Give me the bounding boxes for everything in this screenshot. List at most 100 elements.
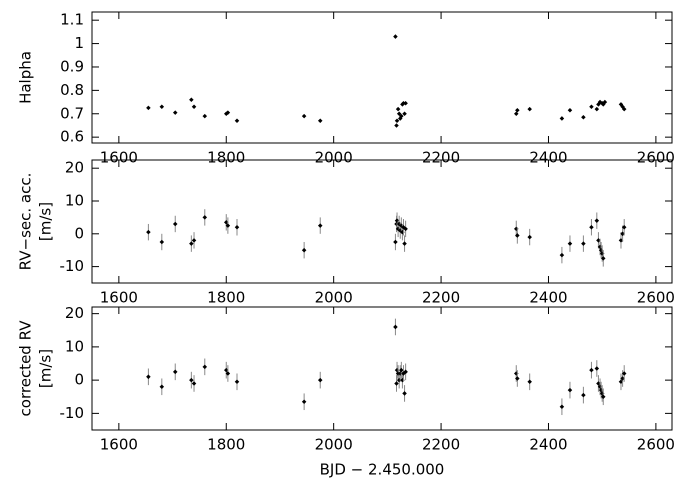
point [191, 104, 197, 110]
point [393, 239, 398, 245]
point [234, 224, 240, 230]
point [600, 256, 606, 261]
point [202, 215, 208, 220]
point [394, 381, 399, 386]
point [559, 404, 565, 409]
y-tick-label: -10 [60, 257, 85, 275]
point [402, 391, 407, 396]
point [589, 224, 594, 230]
point [191, 238, 197, 243]
point [402, 111, 407, 117]
y-axis-label: [m/s] [37, 349, 55, 388]
point [189, 97, 194, 102]
x-tick-label: 2000 [315, 149, 353, 167]
point [567, 387, 573, 393]
y-tick-label: 0 [74, 371, 84, 389]
point [527, 379, 532, 385]
point [146, 229, 151, 235]
point [559, 252, 565, 258]
point [399, 367, 404, 373]
y-axis-label: RV−sec. acc. [17, 173, 35, 271]
point [581, 241, 586, 246]
point [301, 399, 307, 405]
point [515, 233, 520, 238]
point [527, 106, 532, 112]
point [159, 384, 165, 390]
point [589, 367, 594, 373]
point [581, 392, 586, 398]
point [402, 241, 407, 246]
point [513, 226, 519, 232]
x-tick-label: 2200 [422, 436, 460, 454]
y-tick-label: 20 [65, 159, 84, 177]
point [202, 113, 208, 119]
y-tick-label: 0.8 [60, 81, 84, 99]
point [191, 381, 197, 386]
y-tick-label: 1 [74, 34, 84, 52]
y-tick-label: 1.1 [60, 11, 84, 29]
point [527, 234, 532, 240]
x-tick-label: 2600 [637, 436, 675, 454]
point [559, 116, 565, 121]
x-tick-label: 1800 [207, 289, 245, 307]
point [146, 105, 151, 111]
point [581, 115, 586, 120]
y-tick-label: 0.6 [60, 128, 84, 146]
point [400, 377, 405, 383]
y-tick-label: 0 [74, 224, 84, 242]
y-tick-label: 20 [65, 304, 84, 322]
point [513, 371, 519, 376]
point [594, 218, 600, 223]
x-tick-label: 2200 [422, 149, 460, 167]
point [395, 106, 401, 112]
x-tick-label: 2400 [529, 289, 567, 307]
x-tick-label: 1600 [100, 149, 138, 167]
point [172, 369, 178, 375]
point [594, 106, 600, 112]
point [594, 366, 600, 371]
x-tick-label: 2400 [529, 149, 567, 167]
point [515, 107, 520, 113]
plot-frame [91, 159, 673, 284]
point [159, 104, 165, 110]
y-axis-label: [m/s] [37, 202, 55, 241]
point [515, 376, 520, 381]
x-axis-label: BJD − 2.450.000 [320, 461, 445, 479]
point [172, 221, 178, 227]
point [567, 107, 573, 113]
point [172, 110, 178, 115]
point [317, 377, 323, 383]
point [317, 118, 323, 124]
point [600, 394, 606, 400]
y-axis-label: Halpha [17, 51, 35, 104]
y-axis-label: corrected RV [17, 320, 35, 417]
point [234, 118, 240, 124]
x-tick-label: 1800 [207, 436, 245, 454]
x-tick-label: 2000 [315, 436, 353, 454]
point [513, 111, 519, 117]
point [234, 379, 240, 385]
x-tick-label: 2600 [637, 149, 675, 167]
x-tick-label: 2000 [315, 289, 353, 307]
point [202, 364, 208, 370]
point [394, 118, 400, 124]
x-tick-label: 2200 [422, 289, 460, 307]
y-tick-label: 10 [65, 192, 84, 210]
point [225, 371, 231, 376]
x-tick-label: 2400 [529, 436, 567, 454]
point [589, 104, 594, 110]
plot-frame [91, 306, 673, 431]
point [567, 241, 573, 246]
point [393, 34, 398, 39]
plot-frame [91, 11, 673, 144]
point [403, 369, 408, 375]
point [317, 223, 323, 228]
y-tick-label: 10 [65, 337, 84, 355]
y-tick-label: -10 [60, 404, 85, 422]
point [189, 241, 194, 246]
y-tick-label: 0.9 [60, 57, 84, 75]
y-tick-label: 0.7 [60, 104, 84, 122]
point [301, 113, 307, 119]
